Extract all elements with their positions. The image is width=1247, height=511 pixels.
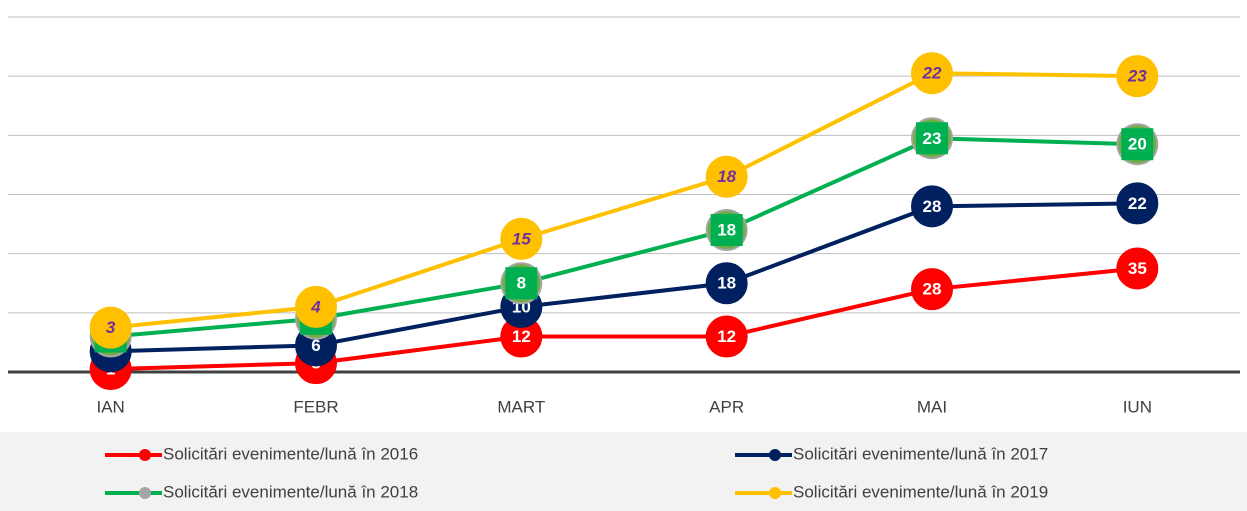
marker — [1116, 182, 1159, 225]
marker — [1116, 247, 1159, 290]
series-line — [110, 71, 1138, 330]
marker — [705, 315, 748, 358]
series-line — [110, 266, 1138, 372]
x-tick-label: IAN — [96, 397, 124, 416]
data-label: 23 — [923, 129, 942, 148]
legend-marker — [769, 449, 781, 461]
marker-square — [916, 122, 948, 155]
data-label: 6 — [311, 336, 320, 355]
legend-label: Solicitări evenimente/lună în 2016 — [163, 444, 418, 463]
legend-box — [0, 432, 1247, 511]
data-label: 28 — [923, 197, 942, 216]
marker-square — [1121, 128, 1154, 161]
series-line — [110, 201, 1138, 354]
legend-marker — [769, 487, 781, 499]
marker — [705, 262, 748, 305]
legend-marker — [139, 449, 151, 461]
data-label: 8 — [517, 274, 526, 293]
data-label: 18 — [717, 274, 736, 293]
x-tick-label: IUN — [1123, 397, 1152, 416]
marker-square — [710, 214, 743, 246]
data-label: 22 — [1128, 194, 1147, 213]
legend-label: Solicitări evenimente/lună în 2017 — [793, 444, 1048, 463]
x-tick-label: APR — [709, 397, 744, 416]
data-label: 12 — [512, 327, 531, 346]
series-line — [110, 136, 1138, 339]
data-label: 28 — [923, 280, 942, 299]
data-label: 3 — [106, 318, 116, 337]
marker-square — [505, 267, 538, 300]
data-label: 22 — [922, 64, 942, 83]
marker — [705, 155, 748, 198]
marker — [1116, 55, 1159, 98]
marker — [500, 217, 543, 260]
marker — [89, 306, 132, 349]
legend-label: Solicitări evenimente/lună în 2018 — [163, 482, 418, 501]
data-label: 20 — [1128, 135, 1147, 154]
data-label: 18 — [717, 220, 736, 239]
data-label: 35 — [1128, 259, 1147, 278]
data-label: 23 — [1127, 67, 1147, 86]
legend-marker — [139, 487, 151, 499]
x-tick-label: MAI — [917, 397, 947, 416]
marker — [911, 185, 953, 228]
x-tick-label: MART — [497, 397, 545, 416]
data-label: 4 — [310, 297, 321, 316]
marker — [911, 52, 953, 95]
data-label: 15 — [512, 229, 531, 248]
x-tick-label: FEBR — [293, 397, 338, 416]
legend-label: Solicitări evenimente/lună în 2019 — [793, 482, 1048, 501]
data-label: 12 — [717, 327, 736, 346]
marker — [911, 268, 953, 311]
marker — [295, 285, 337, 328]
data-label: 18 — [717, 167, 736, 186]
